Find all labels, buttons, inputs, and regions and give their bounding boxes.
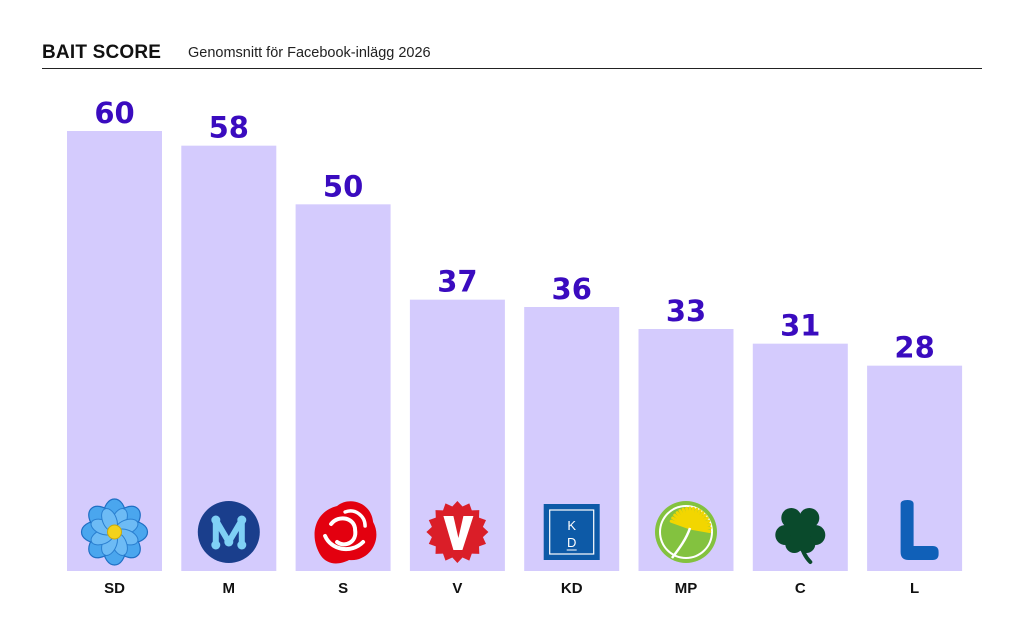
category-label: C (795, 580, 806, 597)
value-label: 60 (94, 96, 134, 130)
kd-logo-icon: KD (543, 504, 600, 560)
chart-title: BAIT SCORE (42, 42, 162, 63)
category-label: M (223, 580, 236, 597)
chart-header: BAIT SCORE Genomsnitt för Facebook-inläg… (42, 40, 982, 69)
svg-text:D: D (567, 535, 576, 550)
sd-flower-icon (80, 498, 149, 566)
m-logo-icon (197, 501, 260, 563)
svg-text:K: K (567, 518, 576, 533)
value-label: 58 (209, 111, 249, 145)
value-label: 36 (552, 272, 592, 306)
value-label: 50 (323, 169, 363, 203)
value-label: 31 (780, 309, 820, 343)
value-label: 33 (666, 294, 706, 328)
bar-l (867, 365, 963, 571)
value-label: 37 (437, 265, 477, 299)
category-label: MP (675, 580, 698, 597)
chart-subtitle: Genomsnitt för Facebook-inlägg 2026 (188, 45, 431, 61)
bar-sd (67, 131, 162, 571)
l-logo-icon (900, 500, 939, 560)
category-label: SD (104, 580, 125, 597)
category-label: KD (561, 580, 583, 597)
mp-dandelion-icon (655, 501, 717, 563)
bar-m (181, 145, 277, 571)
c-clover-icon (775, 508, 826, 564)
category-label: L (910, 580, 919, 597)
category-label: S (338, 580, 348, 597)
s-rose-icon (314, 501, 377, 564)
v-logo-icon (426, 501, 489, 563)
category-label: V (452, 580, 462, 597)
value-label: 28 (894, 331, 934, 365)
